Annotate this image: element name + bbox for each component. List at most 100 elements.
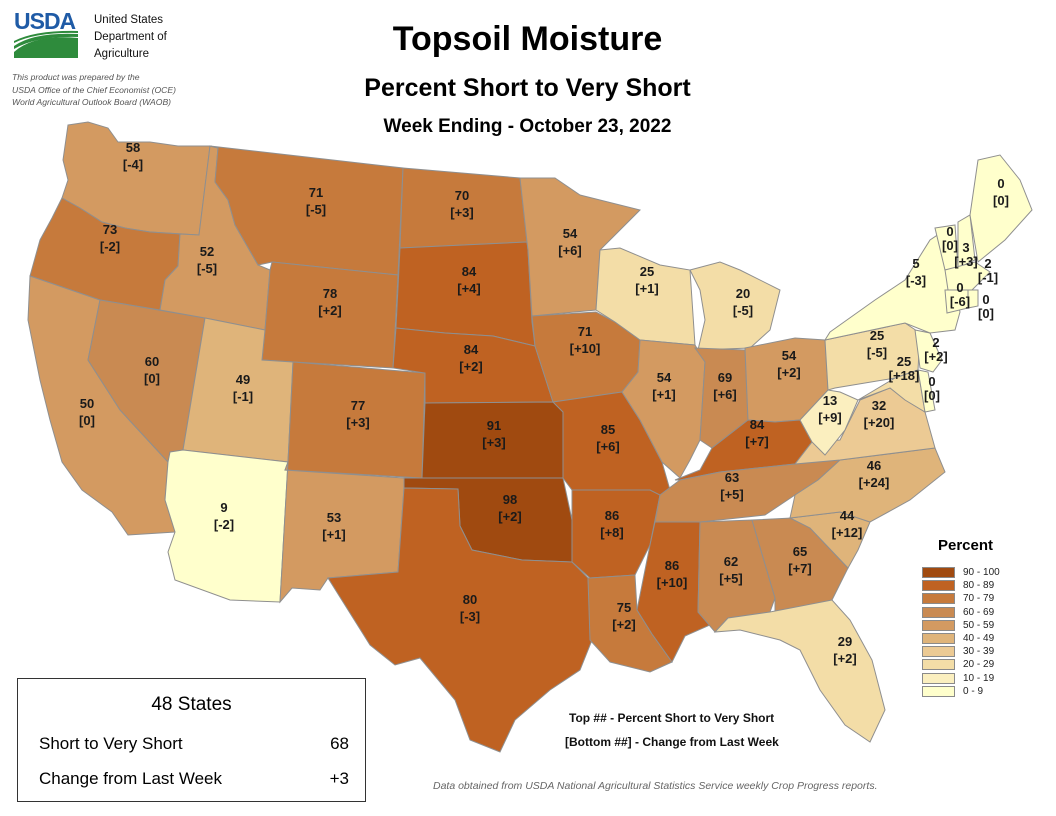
state-value-ok: 98 bbox=[503, 492, 517, 507]
state-change-ny: [-3] bbox=[906, 273, 926, 288]
state-change-id: [-5] bbox=[197, 261, 217, 276]
state-ma bbox=[944, 261, 991, 291]
state-value-ny: 5 bbox=[912, 256, 919, 271]
state-change-nc: [+24] bbox=[859, 475, 890, 490]
state-value-me: 0 bbox=[997, 176, 1004, 191]
state-value-id: 52 bbox=[200, 244, 214, 259]
state-change-vt: [0] bbox=[942, 238, 958, 253]
legend-item: 20 - 29 bbox=[922, 658, 1000, 671]
state-change-ky: [+7] bbox=[745, 434, 768, 449]
state-change-ar: [+8] bbox=[600, 525, 623, 540]
state-change-wv: [+9] bbox=[818, 410, 841, 425]
legend-item: 70 - 79 bbox=[922, 592, 1000, 605]
summary-row-change: Change from Last Week +3 bbox=[39, 769, 349, 789]
summary-box: 48 States Short to Very Short 68 Change … bbox=[17, 678, 366, 802]
state-value-ms: 86 bbox=[665, 558, 679, 573]
state-value-al: 62 bbox=[724, 554, 738, 569]
state-change-me: [0] bbox=[993, 193, 1009, 208]
agency-line: United States bbox=[94, 14, 164, 26]
state-change-fl: [+2] bbox=[833, 651, 856, 666]
state-value-mi: 20 bbox=[736, 286, 750, 301]
agency-line: Agriculture bbox=[94, 48, 149, 60]
legend-label: 80 - 89 bbox=[963, 580, 995, 592]
states-layer bbox=[27, 121, 1033, 753]
summary-value: 68 bbox=[330, 734, 349, 753]
legend-swatch bbox=[922, 593, 955, 605]
state-value-ca: 50 bbox=[80, 396, 94, 411]
state-value-ut: 49 bbox=[236, 372, 250, 387]
state-change-de: [0] bbox=[924, 388, 940, 403]
legend-item: 40 - 49 bbox=[922, 632, 1000, 645]
state-value-mo: 85 bbox=[601, 422, 615, 437]
state-tx bbox=[327, 487, 593, 753]
legend-item: 50 - 59 bbox=[922, 619, 1000, 632]
state-change-wy: [+2] bbox=[318, 303, 341, 318]
map-title: Topsoil Moisture bbox=[392, 20, 663, 58]
agency-name: United States Department of Agriculture bbox=[94, 12, 167, 63]
state-change-nv: [0] bbox=[144, 371, 160, 386]
state-change-wi: [+1] bbox=[635, 281, 658, 296]
note-bottom: [Bottom ##] - Change from Last Week bbox=[565, 735, 779, 749]
state-value-pa: 25 bbox=[870, 328, 884, 343]
summary-label: Change from Last Week bbox=[39, 769, 222, 788]
legend-swatch bbox=[922, 659, 955, 671]
state-value-mt: 71 bbox=[309, 185, 323, 200]
state-value-wa: 58 bbox=[126, 140, 140, 155]
state-change-ma: [-1] bbox=[978, 270, 998, 285]
state-ri bbox=[967, 289, 979, 309]
state-value-ga: 65 bbox=[793, 544, 807, 559]
summary-label: Short to Very Short bbox=[39, 734, 183, 753]
legend-label: 30 - 39 bbox=[963, 646, 995, 658]
state-change-ri: [0] bbox=[978, 306, 994, 321]
map-subtitle: Percent Short to Very Short bbox=[364, 74, 691, 102]
state-change-ia: [+10] bbox=[570, 341, 601, 356]
legend-label: 20 - 29 bbox=[963, 659, 995, 671]
state-la bbox=[587, 574, 673, 673]
legend-item: 60 - 69 bbox=[922, 606, 1000, 619]
legend: Percent 90 - 100 80 - 89 70 - 79 60 - 69 50 … bbox=[922, 537, 1000, 698]
state-change-mo: [+6] bbox=[596, 439, 619, 454]
state-change-in: [+6] bbox=[713, 387, 736, 402]
state-value-fl: 29 bbox=[838, 634, 852, 649]
legend-swatch bbox=[922, 567, 955, 579]
state-fl bbox=[713, 599, 886, 743]
summary-title: 48 States bbox=[151, 694, 232, 715]
state-value-nm: 53 bbox=[327, 510, 341, 525]
state-change-sc: [+12] bbox=[832, 525, 863, 540]
source-note: Data obtained from USDA National Agricul… bbox=[433, 780, 878, 792]
legend-item: 10 - 19 bbox=[922, 672, 1000, 685]
summary-value: +3 bbox=[329, 769, 349, 788]
state-change-mi: [-5] bbox=[733, 303, 753, 318]
prepared-line: USDA Office of the Chief Economist (OCE) bbox=[12, 84, 176, 95]
state-value-de: 0 bbox=[928, 374, 935, 389]
state-change-mt: [-5] bbox=[306, 202, 326, 217]
state-value-ma: 2 bbox=[984, 256, 991, 271]
legend-label: 70 - 79 bbox=[963, 593, 995, 605]
state-value-va: 32 bbox=[872, 398, 886, 413]
state-value-nj: 2 bbox=[932, 335, 939, 350]
state-me bbox=[969, 154, 1033, 263]
state-value-wy: 78 bbox=[323, 286, 337, 301]
state-mi bbox=[689, 261, 781, 351]
state-value-nc: 46 bbox=[867, 458, 881, 473]
usda-logo-text: USDA bbox=[14, 8, 76, 34]
legend-item: 90 - 100 bbox=[922, 566, 1000, 579]
state-change-nd: [+3] bbox=[450, 205, 473, 220]
state-change-ok: [+2] bbox=[498, 509, 521, 524]
state-value-or: 73 bbox=[103, 222, 117, 237]
state-change-sd: [+4] bbox=[457, 281, 480, 296]
state-change-wa: [-4] bbox=[123, 157, 143, 172]
state-change-ks: [+3] bbox=[482, 435, 505, 450]
state-value-ne: 84 bbox=[464, 342, 479, 357]
legend-label: 0 - 9 bbox=[963, 685, 984, 697]
state-value-sd: 84 bbox=[462, 264, 477, 279]
state-value-wv: 13 bbox=[823, 393, 837, 408]
legend-swatch bbox=[922, 646, 955, 658]
state-value-ar: 86 bbox=[605, 508, 619, 523]
state-value-la: 75 bbox=[617, 600, 631, 615]
legend-swatch bbox=[922, 580, 955, 592]
state-change-oh: [+2] bbox=[777, 365, 800, 380]
legend-item: 80 - 89 bbox=[922, 579, 1000, 592]
prepared-by-note: This product was prepared by the USDA Of… bbox=[12, 71, 176, 109]
